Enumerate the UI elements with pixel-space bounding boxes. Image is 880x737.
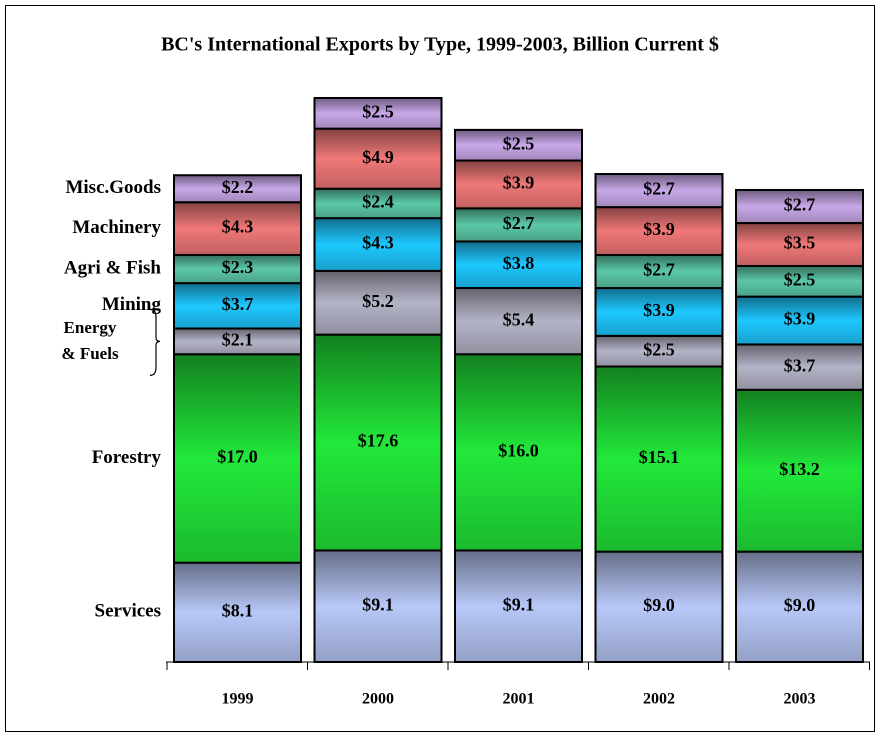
data-label: $2.3 — [222, 257, 254, 277]
chart-title: BC's International Exports by Type, 1999… — [161, 34, 719, 56]
data-label: $2.1 — [222, 330, 254, 350]
data-label: $2.2 — [222, 177, 254, 197]
bar-segment — [313, 127, 443, 190]
data-label: $2.5 — [503, 133, 535, 153]
data-label: $17.0 — [217, 447, 258, 467]
data-label: $17.6 — [358, 431, 399, 451]
data-label: $4.3 — [362, 233, 394, 253]
x-tick-label: 2003 — [784, 691, 816, 708]
bar-segment — [594, 206, 724, 256]
bar-segment — [313, 269, 443, 336]
data-label: $2.5 — [643, 339, 675, 359]
legend-label: Machinery — [72, 217, 161, 238]
legend-label: Mining — [102, 294, 162, 315]
bar-segment — [313, 333, 443, 552]
bar-segment — [735, 550, 864, 663]
data-label: $9.0 — [784, 595, 816, 615]
data-label: $4.9 — [362, 147, 394, 167]
bar-segment — [173, 561, 302, 663]
bar-segment — [173, 201, 302, 256]
data-label: $3.7 — [784, 355, 816, 375]
data-label: $16.0 — [498, 440, 539, 460]
bar-segment — [594, 173, 724, 209]
bar-segment — [173, 327, 302, 356]
data-label: $2.4 — [362, 192, 394, 212]
data-label: $3.5 — [784, 233, 816, 253]
legend-label: Agri & Fish — [64, 257, 162, 278]
bar-segment — [173, 282, 302, 330]
bar-segment — [735, 188, 864, 225]
data-label: $3.9 — [503, 173, 535, 193]
x-tick-label: 2002 — [643, 691, 675, 708]
data-label: $8.1 — [222, 600, 254, 620]
data-label: $2.7 — [784, 195, 816, 215]
bar-segment — [313, 549, 443, 663]
data-label: $3.9 — [643, 219, 675, 239]
bar-segment — [313, 97, 443, 130]
x-tick-label: 1999 — [222, 691, 254, 708]
data-label: $9.1 — [503, 594, 535, 614]
legend-label: Services — [95, 601, 161, 622]
data-label: $5.2 — [362, 291, 394, 311]
legend-label: Energy & Fuels — [61, 318, 119, 364]
bar-segment — [454, 159, 583, 210]
bar-segment — [173, 253, 302, 285]
data-label: $2.7 — [643, 260, 675, 280]
bar-segment — [735, 222, 864, 267]
bar-segment — [173, 174, 302, 204]
data-label: $2.5 — [362, 101, 394, 121]
legend-label: Forestry — [92, 447, 162, 468]
legend-label: Misc.Goods — [65, 177, 161, 198]
bar-segment — [594, 253, 724, 290]
data-label: $2.7 — [503, 213, 535, 233]
data-label: $3.9 — [784, 309, 816, 329]
brace — [149, 308, 161, 376]
data-label: $9.0 — [643, 595, 675, 615]
data-label: $4.3 — [222, 217, 254, 237]
data-label: $15.1 — [639, 447, 680, 467]
bar-segment — [454, 353, 583, 552]
bar-segment — [454, 207, 583, 243]
data-label: $3.7 — [222, 294, 254, 314]
data-label: $5.4 — [503, 309, 535, 329]
legend-label: Energy & Fuels — [61, 318, 119, 364]
x-tick-label: 2001 — [503, 691, 535, 708]
x-tick-label: 2000 — [362, 691, 394, 708]
bar-segment — [313, 217, 443, 272]
data-label: $9.1 — [362, 594, 394, 614]
bar-segment — [735, 343, 864, 391]
bar-segment — [454, 287, 583, 356]
bar-segment — [454, 128, 583, 162]
bar-segment — [594, 287, 724, 337]
data-label: $3.9 — [643, 300, 675, 320]
bar-segment — [313, 187, 443, 220]
data-label: $13.2 — [779, 459, 820, 479]
data-label: $2.7 — [643, 179, 675, 199]
bar-segment — [454, 240, 583, 290]
data-label: $2.5 — [784, 269, 816, 289]
bar-segment — [735, 388, 864, 553]
data-label: $3.8 — [503, 253, 535, 273]
